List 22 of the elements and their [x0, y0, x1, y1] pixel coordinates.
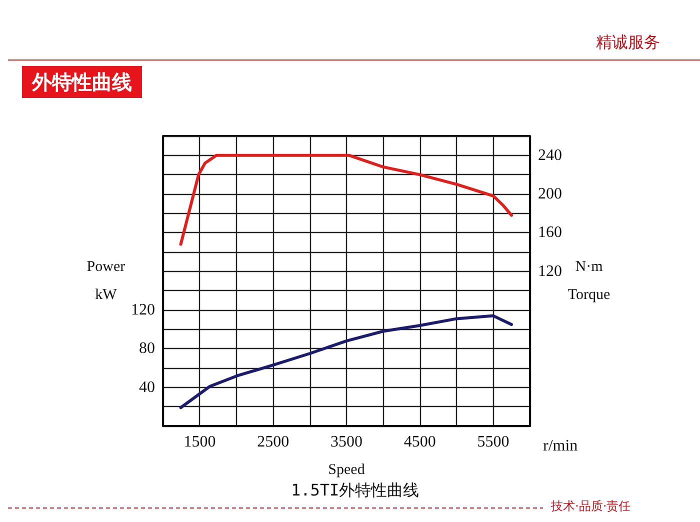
text: 精诚服务 [596, 32, 660, 52]
y2-tick-label: 120 [538, 262, 562, 280]
text: 1.5TI外特性曲线 [291, 480, 420, 500]
x-tick-label: 5500 [477, 434, 510, 450]
text: 技术·品质·责任 [550, 499, 631, 513]
y-tick-label: 80 [139, 340, 155, 358]
y-tick-label: 40 [139, 378, 155, 396]
y2-tick-label: 200 [538, 186, 562, 202]
line-series [179, 154, 514, 246]
y2-axis-title: N·m Torque [568, 259, 611, 303]
y2-tick-label: 160 [538, 224, 562, 242]
x-tick-label: 2500 [257, 434, 290, 450]
x-axis-title: Speed [328, 462, 366, 478]
line-series [179, 314, 514, 410]
text: r/min [543, 438, 578, 454]
x-tick-label: 1500 [184, 434, 216, 450]
x-tick-label: 4500 [404, 434, 436, 450]
y-tick-label: 120 [131, 302, 155, 318]
chart-title: 外特性曲线 [31, 70, 132, 94]
x-tick-label: 3500 [330, 434, 362, 450]
y2-tick-label: 240 [538, 146, 562, 164]
y-axis-title: Power kW [86, 259, 126, 303]
